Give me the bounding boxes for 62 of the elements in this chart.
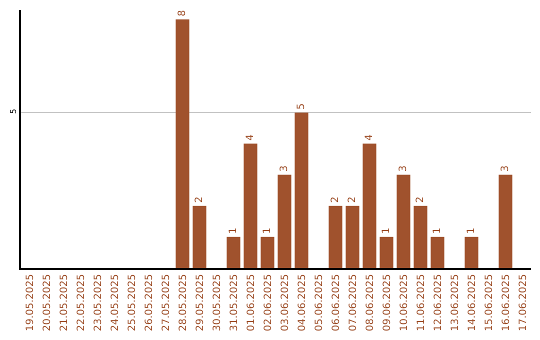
x-tick-label: 11.06.2025: [416, 274, 427, 332]
bar: [244, 144, 258, 268]
x-tick-label: 12.06.2025: [432, 274, 444, 332]
x-tick-label: 31.05.2025: [228, 274, 240, 332]
x-tick-label: 08.06.2025: [364, 274, 376, 332]
bar: [278, 174, 292, 268]
x-tick-label: 07.06.2025: [348, 274, 359, 332]
x-tick-label: 29.05.2025: [194, 274, 206, 332]
bar: [176, 19, 190, 268]
x-tick-label: 06.06.2025: [330, 274, 342, 332]
bar: [380, 236, 394, 268]
x-tick-label: 28.05.2025: [178, 274, 189, 332]
data-label: 4: [245, 134, 256, 141]
data-label: 1: [262, 228, 273, 234]
x-tick-label: 25.05.2025: [126, 274, 138, 332]
x-tick-label: 14.06.2025: [466, 274, 478, 332]
data-label: 1: [466, 228, 477, 234]
x-tick-label: 21.05.2025: [58, 274, 70, 332]
x-tick-label: 13.06.2025: [450, 274, 461, 332]
data-label: 3: [279, 165, 290, 172]
data-label: 8: [177, 10, 188, 16]
bar: [498, 174, 512, 268]
data-label: 2: [347, 196, 358, 203]
x-tick-label: 22.05.2025: [76, 274, 87, 332]
bar: [396, 174, 410, 268]
bar: [226, 236, 240, 268]
bar: [362, 144, 376, 268]
x-tick-label: 27.05.2025: [160, 274, 172, 332]
x-tick-label: 26.05.2025: [144, 274, 155, 332]
data-label: 3: [398, 165, 409, 172]
x-tick-label: 03.06.2025: [280, 274, 291, 332]
x-tick-label: 17.06.2025: [518, 274, 529, 332]
x-tick-label: 20.05.2025: [42, 274, 53, 332]
x-tick-label: 23.05.2025: [92, 274, 104, 332]
bar: [430, 236, 444, 268]
bar: [328, 206, 342, 268]
data-label: 2: [415, 196, 426, 203]
bar: [260, 236, 274, 268]
x-tick-label: 05.06.2025: [314, 274, 325, 332]
x-tick-label: 09.06.2025: [382, 274, 393, 332]
x-tick-label: 04.06.2025: [296, 274, 308, 332]
data-label: 1: [381, 228, 392, 234]
data-label: 1: [228, 228, 239, 234]
x-tick-label: 15.06.2025: [484, 274, 495, 332]
x-tick-label: 02.06.2025: [262, 274, 274, 332]
data-label: 2: [330, 196, 341, 203]
bar: [464, 236, 478, 268]
x-tick-label: 10.06.2025: [398, 274, 410, 332]
x-tick-label: 16.06.2025: [500, 274, 512, 332]
bar: [192, 206, 206, 268]
x-tick-label: 19.05.2025: [24, 274, 36, 332]
data-label: 4: [364, 134, 375, 141]
data-label: 2: [194, 196, 205, 203]
data-label: 5: [296, 103, 307, 110]
x-tick-label: 30.05.2025: [212, 274, 223, 332]
x-tick-label: 24.05.2025: [110, 274, 121, 332]
bar: [346, 206, 360, 268]
data-label: 3: [500, 165, 511, 172]
data-label: 1: [432, 228, 443, 234]
bar: [294, 112, 308, 268]
bar: [414, 206, 428, 268]
x-tick-label: 01.06.2025: [246, 274, 257, 332]
